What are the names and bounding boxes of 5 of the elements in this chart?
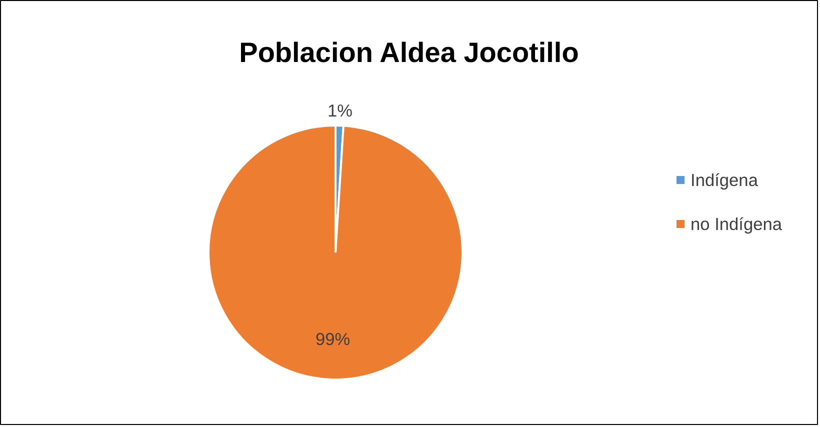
data-label: 99% xyxy=(315,328,350,349)
legend-label: no Indígena xyxy=(690,214,782,234)
data-label: 1% xyxy=(327,100,352,120)
chart-title: Poblacion Aldea Jocotillo xyxy=(239,37,579,68)
legend-label: Indígena xyxy=(690,170,758,190)
